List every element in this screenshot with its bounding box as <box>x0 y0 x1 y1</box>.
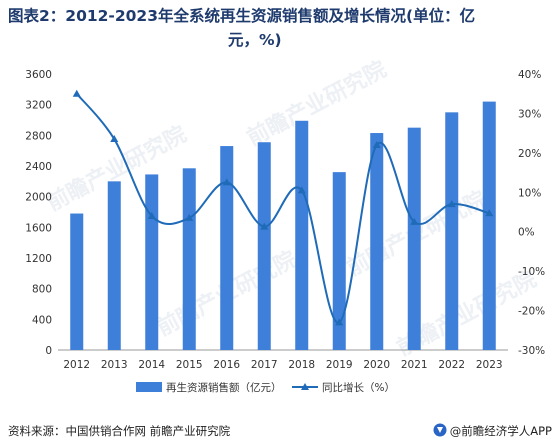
y-left-tick-label: 1200 <box>25 253 52 265</box>
growth-point-marker <box>222 178 231 186</box>
x-tick-label: 2015 <box>176 359 203 371</box>
x-tick-label: 2023 <box>476 359 503 371</box>
x-tick-label: 2021 <box>401 359 428 371</box>
growth-point-marker <box>410 217 419 225</box>
growth-point-marker <box>335 318 344 326</box>
bar-series <box>70 101 496 351</box>
axes: 0 400 800 1200 1600 2000 2400 2800 3200 3600 -30% -… <box>25 69 545 371</box>
growth-point-marker <box>185 213 194 221</box>
source-note: 资料来源：中国供销合作网 前瞻产业研究院 <box>8 424 231 438</box>
legend: 再生资源销售额（亿元） 同比增长（%） <box>136 381 395 394</box>
y-right-tick-label: 10% <box>518 187 541 199</box>
x-tick-label: 2014 <box>138 359 165 371</box>
bar <box>145 174 159 350</box>
bar <box>445 112 459 350</box>
bar <box>295 120 309 351</box>
y-right-tick-label: -30% <box>518 345 545 357</box>
x-tick-label: 2013 <box>101 359 128 371</box>
y-left-tick-label: 2800 <box>25 130 52 142</box>
y-left-tick-label: 3600 <box>25 69 52 81</box>
bar <box>370 133 384 350</box>
y-left-tick-label: 3200 <box>25 100 52 112</box>
bar <box>257 142 271 350</box>
growth-point-marker <box>260 222 269 230</box>
x-tick-label: 2017 <box>251 359 278 371</box>
y-left-tick-label: 400 <box>32 314 52 326</box>
x-tick-label: 2020 <box>363 359 390 371</box>
y-right-tick-label: 30% <box>518 108 541 120</box>
bar <box>107 181 121 350</box>
bar <box>407 127 421 351</box>
bar <box>482 101 496 350</box>
y-right-tick-label: -10% <box>518 266 545 278</box>
legend-line-marker <box>301 383 309 390</box>
y-right-tick-label: 20% <box>518 148 541 160</box>
growth-point-marker <box>485 209 494 217</box>
x-tick-label: 2018 <box>288 359 315 371</box>
growth-point-marker <box>110 135 119 143</box>
growth-point-marker <box>72 89 81 97</box>
x-tick-label: 2019 <box>326 359 353 371</box>
chart-title: 图表2：2012-2023年全系统再生资源销售额及增长情况(单位：亿 元，%) <box>0 4 560 52</box>
y-left-tick-label: 2000 <box>25 192 52 204</box>
growth-point-marker <box>447 200 456 208</box>
y-left-tick-label: 0 <box>45 345 52 357</box>
bar <box>70 213 84 350</box>
brand-tag: @前瞻经济学人APP <box>433 420 552 442</box>
y-right-tick-label: 40% <box>518 69 541 81</box>
legend-bar-label: 再生资源销售额（亿元） <box>166 381 282 394</box>
y-left-tick-label: 2400 <box>25 161 52 173</box>
bar <box>220 146 234 350</box>
y-left-tick-label: 800 <box>32 284 52 296</box>
growth-point-marker <box>147 211 156 219</box>
legend-line-label: 同比增长（%） <box>322 381 395 394</box>
growth-point-marker <box>297 186 306 194</box>
footer: 资料来源：中国供销合作网 前瞻产业研究院 @前瞻经济学人APP <box>8 420 552 442</box>
brand-logo-icon <box>433 423 447 437</box>
chart-title-line2: 元，%) <box>228 31 282 49</box>
bar <box>182 168 196 350</box>
growth-point-marker <box>372 140 381 148</box>
x-tick-label: 2012 <box>63 359 90 371</box>
brand-text: @前瞻经济学人APP <box>449 424 552 438</box>
y-right-tick-label: 0% <box>518 227 535 239</box>
x-tick-label: 2016 <box>213 359 240 371</box>
y-right-tick-label: -20% <box>518 306 545 318</box>
line-series <box>72 89 494 326</box>
y-left-tick-label: 1600 <box>25 222 52 234</box>
legend-bar-swatch <box>136 382 162 392</box>
bar <box>332 172 346 350</box>
x-tick-label: 2022 <box>438 359 465 371</box>
chart-title-line1: 图表2：2012-2023年全系统再生资源销售额及增长情况(单位：亿 <box>8 7 476 25</box>
watermark-text: 前瞻产业研究院 <box>243 56 391 151</box>
